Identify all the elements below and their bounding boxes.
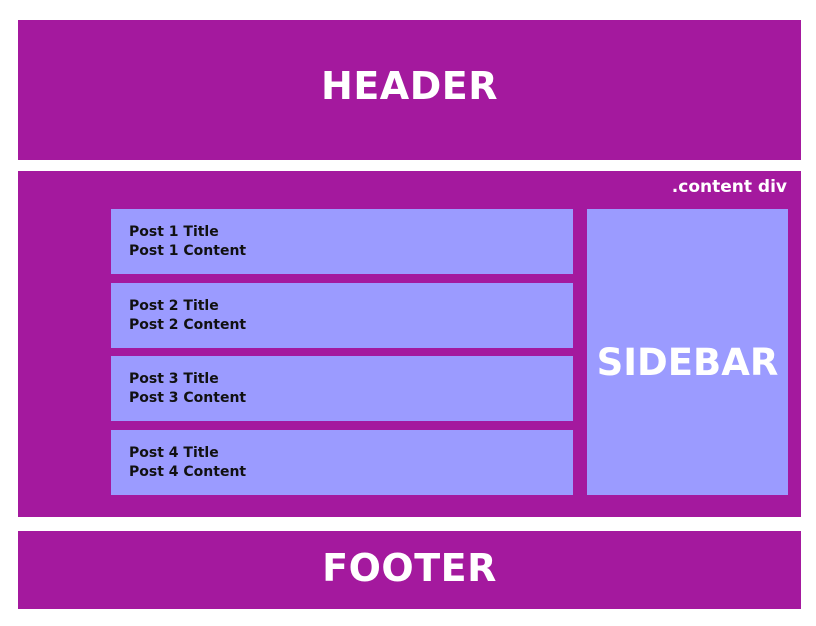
post-title: Post 3 Title: [129, 371, 219, 387]
post-content: Post 2 Content: [129, 317, 247, 333]
post-card-3: Post 3 Title Post 3 Content: [111, 356, 573, 421]
sidebar-block: SIDEBAR: [587, 209, 788, 495]
post-card-1: Post 1 Title Post 1 Content: [111, 209, 573, 274]
footer-label: FOOTER: [322, 546, 497, 590]
post-content: Post 3 Content: [129, 390, 247, 406]
post-content: Post 4 Content: [129, 464, 247, 480]
post-content: Post 1 Content: [129, 243, 247, 259]
header-block: HEADER: [18, 20, 801, 160]
post-title: Post 4 Title: [129, 445, 219, 461]
post-title: Post 2 Title: [129, 298, 219, 314]
content-div-label: .content div: [671, 177, 787, 197]
post-card-2: Post 2 Title Post 2 Content: [111, 283, 573, 348]
sidebar-label: SIDEBAR: [596, 341, 779, 384]
footer-block: FOOTER: [18, 531, 801, 609]
post-title: Post 1 Title: [129, 224, 219, 240]
content-block: .content div Post 1 Title Post 1 Content…: [18, 171, 801, 517]
header-label: HEADER: [321, 64, 498, 108]
post-card-4: Post 4 Title Post 4 Content: [111, 430, 573, 495]
